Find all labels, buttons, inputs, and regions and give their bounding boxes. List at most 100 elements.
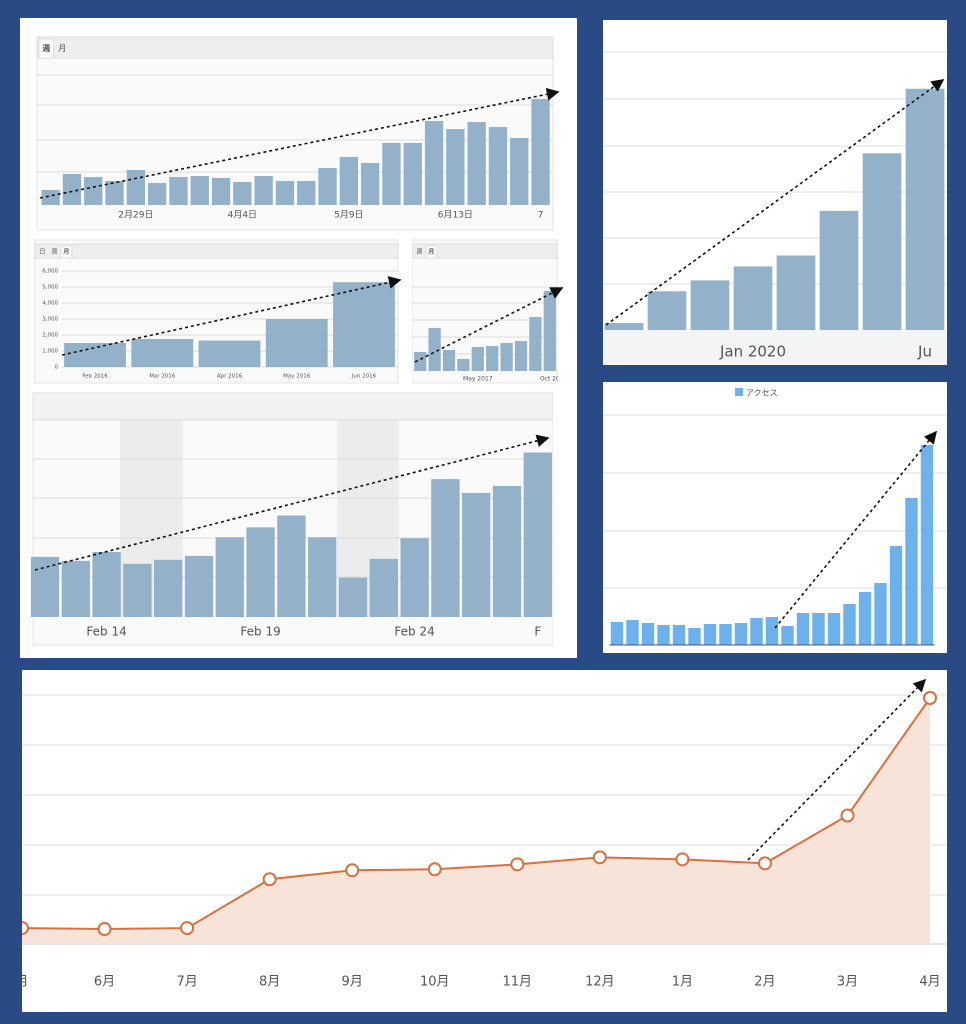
- arrow: [747, 678, 927, 861]
- y-tick-label: 1,000: [42, 349, 58, 355]
- y-tick-label: 0: [55, 365, 59, 371]
- x-tick-label: 4月: [919, 975, 940, 990]
- bar: [874, 583, 887, 645]
- bar: [765, 617, 779, 645]
- bar: [889, 546, 903, 645]
- charts: 週月2月29日 4月4日 5月9日 6月13日 7日週月01,0002,0003,000…: [22, 36, 947, 990]
- point: [675, 852, 690, 867]
- bar: [688, 628, 701, 645]
- bar: [84, 177, 103, 205]
- tab[interactable]: 月: [427, 248, 434, 256]
- bar: [862, 153, 902, 330]
- x-tick-label: May 2016: [283, 374, 311, 380]
- x-tick-label: 8月: [259, 975, 280, 990]
- x-tick-label: 1月: [672, 975, 693, 990]
- tab-bar: [34, 243, 399, 259]
- x-tick-label: 9月: [342, 975, 363, 990]
- bar: [64, 343, 126, 367]
- bar: [275, 181, 295, 205]
- bar: [154, 559, 183, 617]
- bar: [781, 626, 794, 645]
- tab-active: [425, 245, 438, 259]
- bar: [403, 143, 422, 205]
- x-tick-label: Jan 2020: [719, 343, 786, 361]
- x-tick-label: May 2017: [463, 376, 493, 383]
- tab[interactable]: 日: [39, 249, 45, 256]
- y-tick-label: 3,000: [42, 317, 58, 323]
- bar: [254, 176, 273, 205]
- bar: [920, 445, 934, 645]
- bar: [690, 280, 730, 330]
- bar: [92, 551, 121, 617]
- bar: [424, 121, 444, 205]
- point: [345, 863, 360, 878]
- bar: [796, 613, 810, 645]
- legend-swatch: [735, 388, 743, 396]
- bar: [492, 485, 522, 617]
- chart: 週月 2月29日 4月4日 5月9日 6月13日 7: [36, 36, 554, 231]
- bar: [486, 346, 499, 371]
- bar: [198, 340, 261, 367]
- tab[interactable]: 週: [42, 44, 50, 53]
- arrow: [61, 276, 402, 356]
- bar: [703, 624, 717, 645]
- bar: [905, 498, 918, 645]
- x-tick-label: Feb 19: [240, 625, 280, 639]
- bar: [105, 181, 124, 205]
- tab-bar: [36, 36, 554, 59]
- x-tick-label: Jun 2016: [351, 374, 377, 380]
- panel: [603, 382, 947, 653]
- tab[interactable]: 週: [51, 248, 57, 256]
- point: [22, 921, 29, 936]
- bar: [457, 359, 470, 371]
- bar: [123, 563, 152, 617]
- x-tick-label: F: [534, 625, 541, 639]
- bar: [297, 181, 316, 205]
- tab[interactable]: 月: [58, 44, 66, 53]
- bar: [131, 339, 194, 367]
- y-tick-label: 5,000: [42, 285, 58, 291]
- trend-arrows: [34, 79, 945, 861]
- bar: [126, 170, 146, 205]
- bar: [471, 347, 484, 371]
- bar: [776, 255, 816, 330]
- arrow: [39, 87, 560, 199]
- x-tick-label: 4月4日: [228, 210, 257, 221]
- bar: [543, 291, 556, 371]
- point: [97, 922, 112, 937]
- tab-active: [38, 38, 54, 59]
- bar: [647, 291, 687, 330]
- bar: [488, 127, 508, 205]
- bar: [905, 88, 945, 330]
- arrow: [34, 434, 550, 571]
- bar: [184, 555, 214, 617]
- point: [262, 872, 277, 887]
- tab-bar: [412, 243, 558, 259]
- x-tick-label: Feb 14: [86, 625, 126, 639]
- x-tick-label: 7: [538, 211, 544, 221]
- tab[interactable]: 週: [416, 248, 422, 256]
- chart: 週月 May 2017 Oct 20: [412, 239, 558, 384]
- x-tick-label: Apr 2016: [217, 374, 243, 380]
- x-tick-label: 2月: [754, 975, 775, 990]
- bar: [400, 538, 429, 617]
- bar: [514, 341, 528, 371]
- x-tick-label: Ju: [917, 343, 932, 361]
- point: [757, 856, 772, 871]
- point: [923, 690, 938, 705]
- bar: [467, 122, 486, 205]
- bar: [360, 163, 380, 205]
- bar: [215, 537, 244, 617]
- point: [180, 921, 195, 936]
- bar: [265, 319, 328, 367]
- bar: [431, 479, 460, 617]
- x-tick-label: 7月: [176, 975, 197, 990]
- legend-label: アクセス: [746, 389, 778, 398]
- bar: [641, 623, 655, 645]
- bar: [233, 182, 252, 205]
- bar: [333, 282, 395, 367]
- point: [592, 850, 607, 865]
- bar: [523, 452, 552, 617]
- tab[interactable]: 月: [62, 248, 69, 256]
